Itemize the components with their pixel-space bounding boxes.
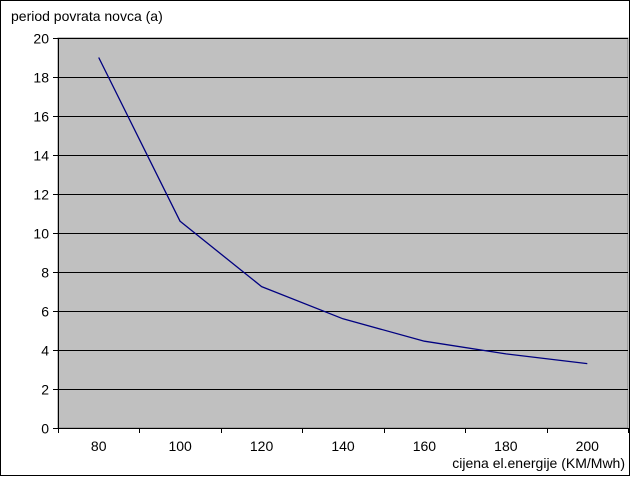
x-tick-label: 120	[250, 438, 274, 454]
gridlines	[58, 38, 628, 390]
x-axis-title: cijena el.energije (KM/Mwh)	[452, 455, 625, 471]
x-tick-label: 80	[91, 438, 107, 454]
y-tick-label: 10	[33, 226, 49, 242]
x-tick-label: 140	[331, 438, 355, 454]
series-line	[98, 57, 588, 365]
x-tick-label: 200	[576, 438, 600, 454]
y-axis-title: period povrata novca (a)	[11, 8, 163, 24]
y-tick-label: 2	[41, 382, 49, 398]
y-tick-label: 8	[41, 265, 49, 281]
series-group	[98, 57, 588, 365]
x-tick-label: 100	[168, 438, 192, 454]
axes	[58, 38, 628, 429]
y-tick-label: 6	[41, 304, 49, 320]
y-tick-label: 12	[33, 187, 49, 203]
y-tick-label: 20	[33, 31, 49, 47]
x-axis-ticks: 80 100 120 140 160 180 200	[58, 428, 629, 454]
y-tick-label: 4	[41, 343, 49, 359]
y-axis-ticks: 0 2 4 6 8 10 12 14 16 18 20	[33, 31, 58, 437]
y-tick-label: 16	[33, 109, 49, 125]
y-tick-label: 14	[33, 148, 49, 164]
y-tick-label: 0	[41, 421, 49, 437]
y-tick-label: 18	[33, 70, 49, 86]
x-tick-label: 180	[494, 438, 518, 454]
x-tick-label: 160	[413, 438, 437, 454]
